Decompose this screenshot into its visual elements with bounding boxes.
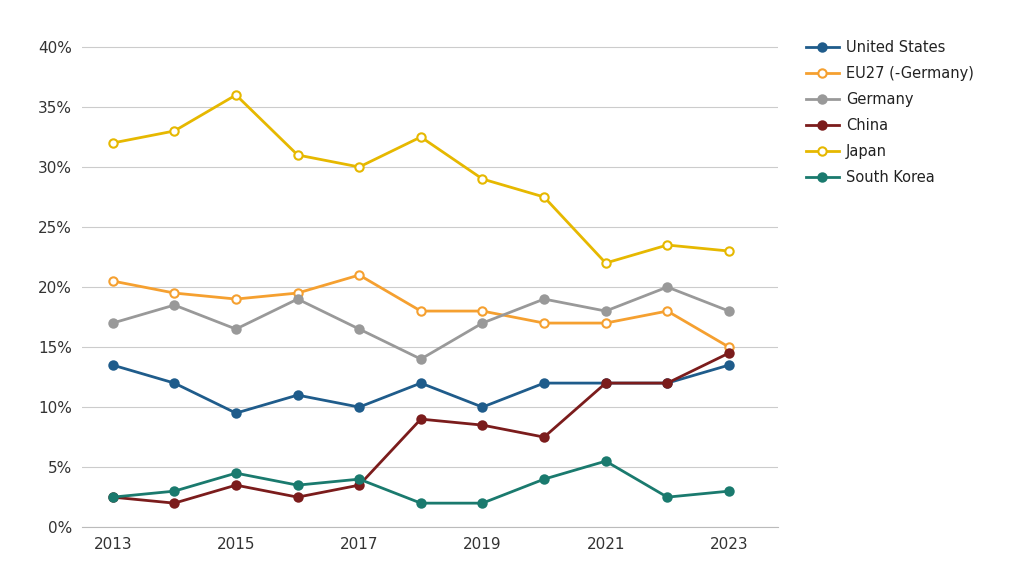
Line: China: China xyxy=(109,349,733,507)
South Korea xyxy=(415,500,427,507)
Germany xyxy=(538,296,550,303)
Japan xyxy=(229,92,242,99)
Japan xyxy=(415,134,427,140)
China xyxy=(662,380,674,387)
EU27 (-Germany) xyxy=(600,320,612,327)
EU27 (-Germany) xyxy=(292,289,304,296)
United States xyxy=(476,403,488,410)
South Korea xyxy=(353,476,366,482)
South Korea xyxy=(662,494,674,501)
United States xyxy=(106,362,119,368)
South Korea xyxy=(168,488,180,494)
Japan xyxy=(600,260,612,266)
South Korea xyxy=(538,476,550,482)
United States xyxy=(538,380,550,387)
Germany xyxy=(106,320,119,327)
EU27 (-Germany) xyxy=(723,344,735,351)
Germany xyxy=(600,308,612,315)
Japan xyxy=(662,242,674,249)
Japan xyxy=(106,140,119,147)
EU27 (-Germany) xyxy=(168,289,180,296)
Germany xyxy=(168,301,180,308)
Germany xyxy=(415,356,427,363)
United States xyxy=(353,403,366,410)
South Korea xyxy=(600,458,612,465)
United States xyxy=(600,380,612,387)
United States xyxy=(292,392,304,399)
Japan xyxy=(168,128,180,135)
China xyxy=(353,482,366,489)
Line: United States: United States xyxy=(109,361,733,417)
China xyxy=(476,422,488,429)
China xyxy=(600,380,612,387)
Japan xyxy=(538,194,550,201)
Japan xyxy=(723,248,735,254)
EU27 (-Germany) xyxy=(662,308,674,315)
China xyxy=(723,350,735,356)
Germany xyxy=(662,284,674,291)
Legend: United States, EU27 (-Germany), Germany, China, Japan, South Korea: United States, EU27 (-Germany), Germany,… xyxy=(807,40,974,185)
China xyxy=(168,500,180,507)
Germany xyxy=(229,325,242,332)
China xyxy=(229,482,242,489)
EU27 (-Germany) xyxy=(415,308,427,315)
EU27 (-Germany) xyxy=(476,308,488,315)
United States xyxy=(723,362,735,368)
Japan xyxy=(353,163,366,170)
Line: Japan: Japan xyxy=(109,91,733,267)
Line: South Korea: South Korea xyxy=(109,457,733,507)
Germany xyxy=(723,308,735,315)
Germany xyxy=(476,320,488,327)
South Korea xyxy=(292,482,304,489)
South Korea xyxy=(229,470,242,477)
China xyxy=(106,494,119,501)
Japan xyxy=(292,151,304,158)
EU27 (-Germany) xyxy=(538,320,550,327)
South Korea xyxy=(476,500,488,507)
Line: EU27 (-Germany): EU27 (-Germany) xyxy=(109,271,733,351)
United States xyxy=(168,380,180,387)
EU27 (-Germany) xyxy=(229,296,242,303)
United States xyxy=(662,380,674,387)
Germany xyxy=(353,325,366,332)
Japan xyxy=(476,175,488,182)
China xyxy=(292,494,304,501)
Line: Germany: Germany xyxy=(109,283,733,363)
United States xyxy=(229,410,242,417)
South Korea xyxy=(723,488,735,494)
Germany xyxy=(292,296,304,303)
China xyxy=(415,415,427,422)
United States xyxy=(415,380,427,387)
EU27 (-Germany) xyxy=(353,272,366,278)
China xyxy=(538,434,550,441)
South Korea xyxy=(106,494,119,501)
EU27 (-Germany) xyxy=(106,277,119,284)
